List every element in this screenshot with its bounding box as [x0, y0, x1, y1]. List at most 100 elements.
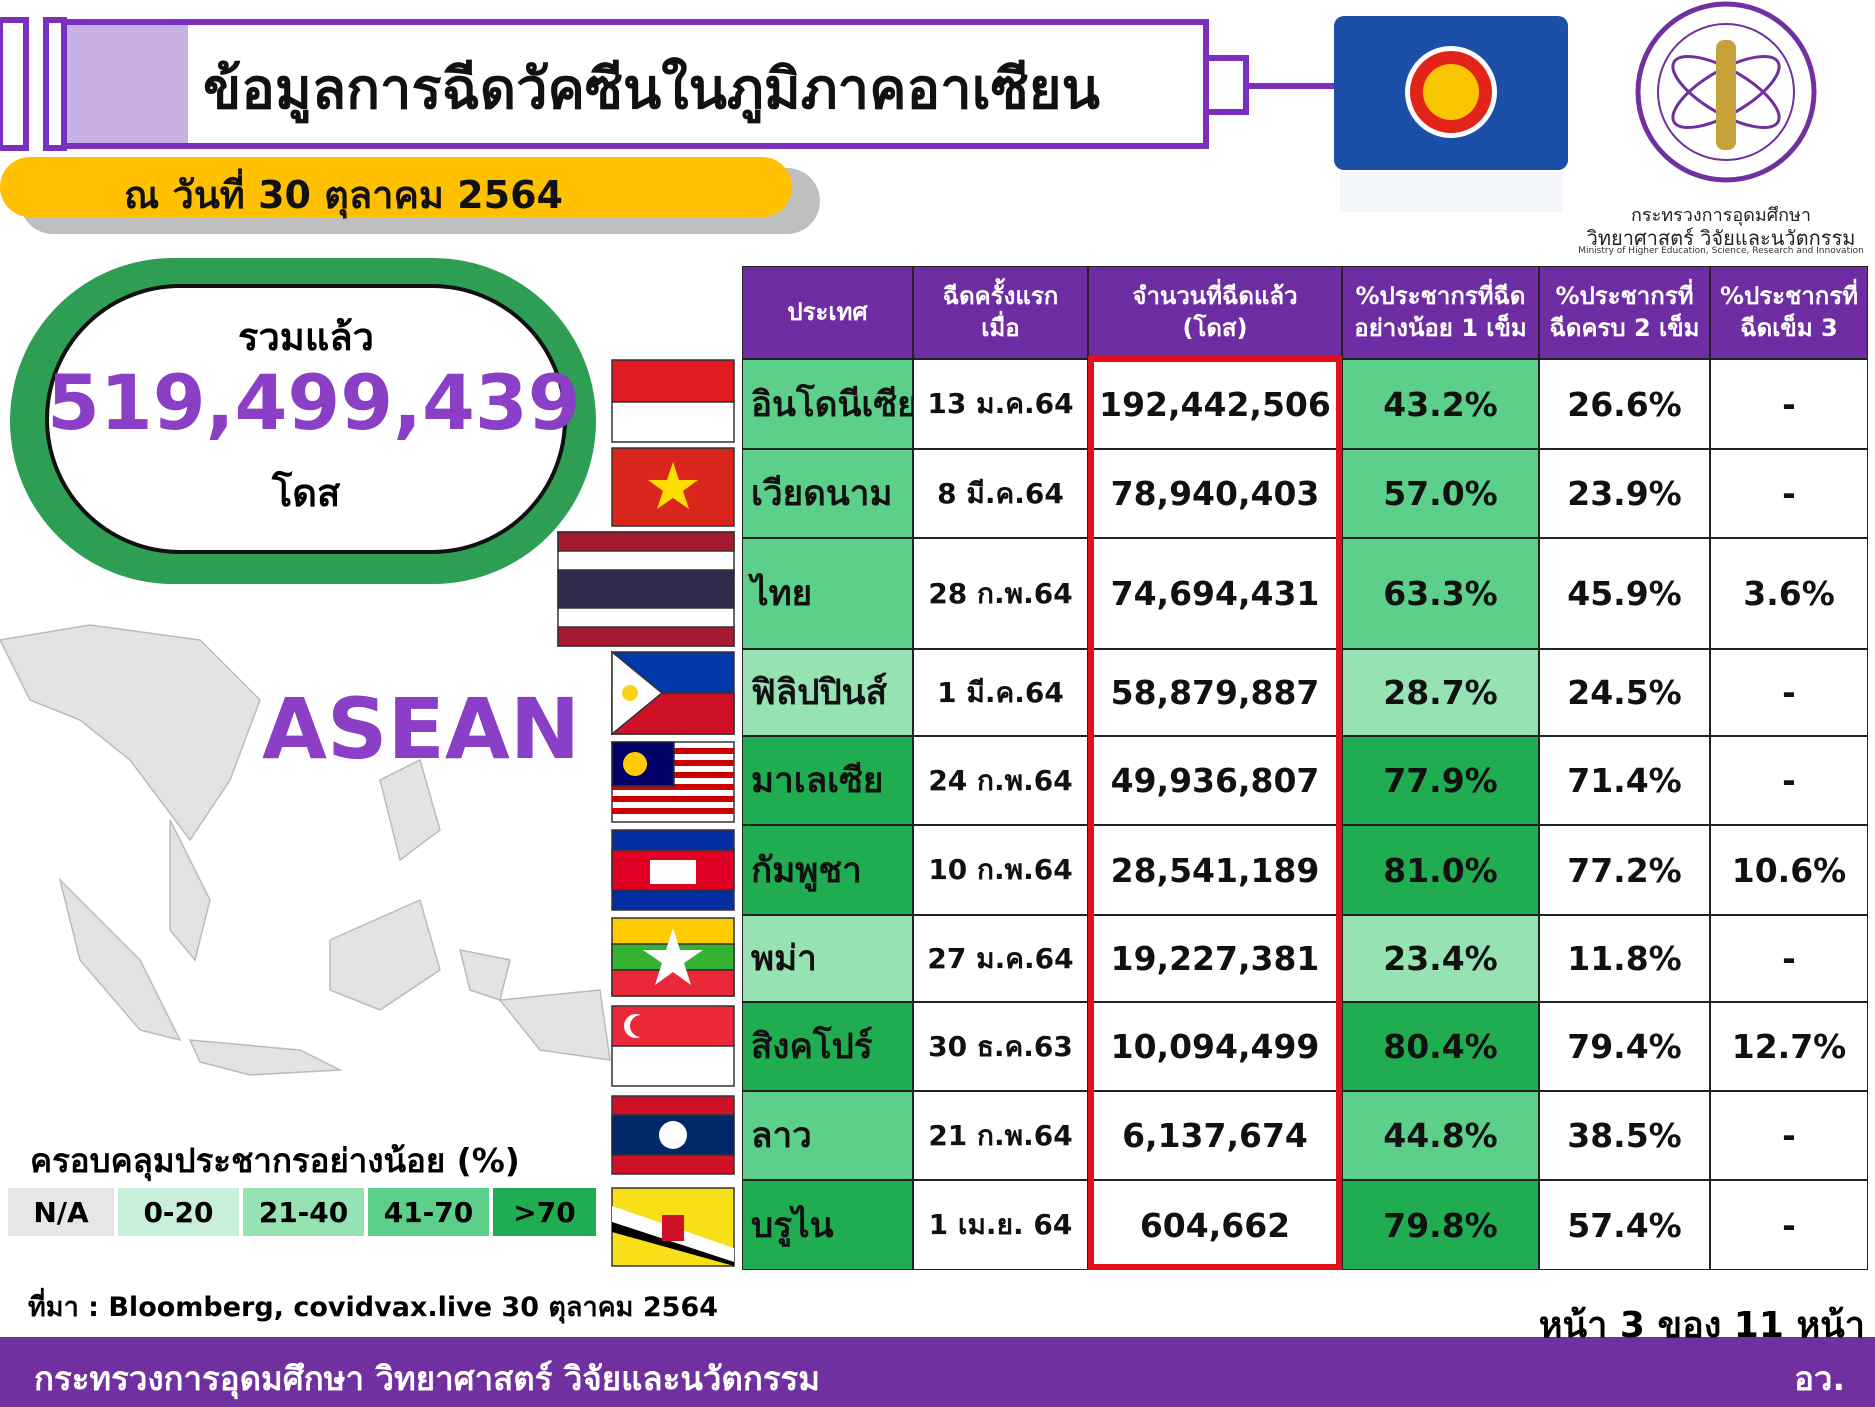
header-cell: ฉีดครั้งแรก เมื่อ: [913, 266, 1088, 359]
cell-text: 10.6%: [1731, 850, 1847, 890]
ministry-th2: วิทยาศาสตร์ วิจัยและนวัตกรรม: [1586, 226, 1856, 250]
header-text: ประเทศ: [787, 297, 868, 326]
table-cell: -: [1710, 915, 1868, 1002]
cell-text: -: [1782, 1116, 1796, 1155]
header-text: ฉีดครั้งแรก: [942, 282, 1059, 311]
table-cell: 10.6%: [1710, 825, 1868, 915]
cell-text: พม่า: [751, 939, 817, 979]
cell-text: 13 ม.ค.64: [927, 387, 1074, 420]
legend-label: 41-70: [383, 1195, 474, 1229]
table-cell: 57.0%: [1342, 449, 1539, 538]
cell-text: 63.3%: [1383, 574, 1498, 613]
header-text: (โดส): [1182, 313, 1248, 342]
cell-text: 77.9%: [1383, 761, 1498, 800]
cell-text: สิงคโปร์: [751, 1027, 873, 1067]
cell-text: -: [1782, 474, 1796, 513]
cell-text: 80.4%: [1383, 1027, 1498, 1066]
table-cell: -: [1710, 1091, 1868, 1180]
cell-text: 3.6%: [1743, 574, 1835, 613]
cell-text: 23.9%: [1567, 474, 1682, 513]
cell-text: เวียดนาม: [751, 474, 893, 514]
table-cell: 45.9%: [1539, 538, 1710, 649]
page-number: หน้า 3 ของ 11 หน้า: [1538, 1305, 1865, 1346]
ministry-en: Ministry of Higher Education, Science, R…: [1578, 246, 1864, 256]
cell-text: 604,662: [1139, 1205, 1291, 1245]
table-cell: -: [1710, 649, 1868, 736]
cell-text: -: [1782, 384, 1796, 424]
header-cell: %ประชากรที่ ฉีดครบ 2 เข็ม: [1539, 266, 1710, 359]
table-cell: มาเลเซีย: [742, 736, 913, 825]
cell-text: 8 มี.ค.64: [937, 476, 1064, 510]
table-cell: 13 ม.ค.64: [913, 359, 1088, 449]
table-cell: 44.8%: [1342, 1091, 1539, 1180]
cell-text: 28.7%: [1383, 673, 1498, 712]
table-cell: 10 ก.พ.64: [913, 825, 1088, 915]
table-cell: -: [1710, 449, 1868, 538]
table-cell: 8 มี.ค.64: [913, 449, 1088, 538]
table-cell: ฟิลิปปินส์: [742, 649, 913, 736]
table-cell: 77.2%: [1539, 825, 1710, 915]
table-cell: 10,094,499: [1088, 1002, 1342, 1091]
cell-text: กัมพูชา: [751, 850, 862, 891]
cell-text: 30 ธ.ค.63: [928, 1029, 1073, 1063]
cell-text: 28 ก.พ.64: [928, 576, 1073, 610]
header-text: อย่างน้อย 1 เข็ม: [1354, 313, 1527, 342]
table-cell: 11.8%: [1539, 915, 1710, 1002]
legend-label: N/A: [33, 1195, 89, 1229]
cell-text: 1 มี.ค.64: [937, 675, 1064, 709]
header-cell: จำนวนที่ฉีดแล้ว (โดส): [1088, 266, 1342, 359]
total-label: รวมแล้ว: [238, 315, 374, 359]
cell-text: 19,227,381: [1110, 939, 1320, 978]
table-cell: 19,227,381: [1088, 915, 1342, 1002]
table-cell: 12.7%: [1710, 1002, 1868, 1091]
cell-text: 27 ม.ค.64: [927, 941, 1074, 975]
table-cell: 23.9%: [1539, 449, 1710, 538]
table-cell: 49,936,807: [1088, 736, 1342, 825]
cell-text: -: [1782, 673, 1796, 712]
cell-text: ลาว: [751, 1116, 812, 1156]
cell-text: -: [1782, 939, 1796, 978]
cell-text: 24 ก.พ.64: [928, 763, 1073, 797]
total-unit: โดส: [271, 471, 341, 515]
table-cell: 24.5%: [1539, 649, 1710, 736]
table-cell: 6,137,674: [1088, 1091, 1342, 1180]
table-cell: 81.0%: [1342, 825, 1539, 915]
table-cell: 63.3%: [1342, 538, 1539, 649]
table-cell: 79.4%: [1539, 1002, 1710, 1091]
cell-text: 74,694,431: [1110, 574, 1320, 613]
table-cell: 30 ธ.ค.63: [913, 1002, 1088, 1091]
cell-text: 21 ก.พ.64: [928, 1118, 1073, 1152]
date: ณ วันที่ 30 ตุลาคม 2564: [124, 173, 563, 217]
cell-text: -: [1782, 1205, 1796, 1245]
table-cell: 43.2%: [1342, 359, 1539, 449]
legend-title: ครอบคลุมประชากรอย่างน้อย (%): [30, 1141, 520, 1180]
header-text: ฉีดเข็ม 3: [1740, 313, 1838, 342]
cell-text: 79.4%: [1567, 1027, 1682, 1066]
header-text: %ประชากรที่: [1719, 282, 1859, 311]
legend-item: N/A: [8, 1188, 114, 1236]
cell-text: 11.8%: [1567, 939, 1682, 978]
header-text: เมื่อ: [981, 313, 1020, 342]
cell-text: อินโดนีเซีย: [751, 384, 918, 425]
legend-label: 21-40: [258, 1195, 349, 1229]
table-cell: พม่า: [742, 915, 913, 1002]
cell-text: ไทย: [751, 574, 813, 614]
cell-text: 57.4%: [1567, 1205, 1682, 1245]
legend-item: 0-20: [118, 1188, 239, 1236]
map-label: ASEAN: [262, 680, 581, 778]
table-cell: บรูไน: [742, 1180, 913, 1270]
cell-text: 10 ก.พ.64: [928, 853, 1073, 886]
table-cell: 24 ก.พ.64: [913, 736, 1088, 825]
table-cell: 28 ก.พ.64: [913, 538, 1088, 649]
table-cell: 78,940,403: [1088, 449, 1342, 538]
cell-text: 43.2%: [1383, 384, 1498, 424]
table-cell: สิงคโปร์: [742, 1002, 913, 1091]
table-cell: เวียดนาม: [742, 449, 913, 538]
header-cell: %ประชากรที่ ฉีดเข็ม 3: [1710, 266, 1868, 359]
legend-label: 0-20: [143, 1195, 214, 1229]
cell-text: 28,541,189: [1110, 850, 1320, 890]
table-cell: ไทย: [742, 538, 913, 649]
source: ที่มา : Bloomberg, covidvax.live 30 ตุลา…: [28, 1292, 719, 1323]
title: ข้อมูลการฉีดวัคซีนในภูมิภาคอาเซียน: [203, 57, 1100, 122]
table-cell: 27 ม.ค.64: [913, 915, 1088, 1002]
